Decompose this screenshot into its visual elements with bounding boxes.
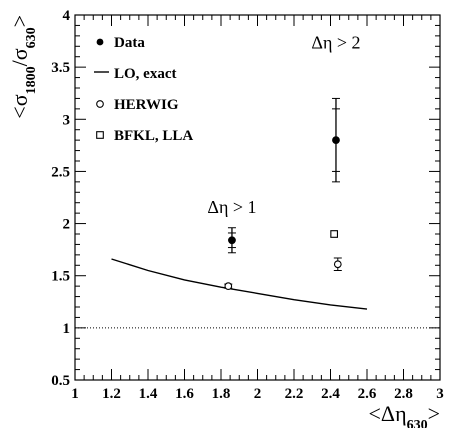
axis-titles: <Δη630><σ1800/σ630> xyxy=(7,15,440,428)
y-tick-label: 0.5 xyxy=(51,373,70,389)
x-tick-label: 2.2 xyxy=(285,386,304,402)
legend-label: LO, exact xyxy=(114,66,176,82)
x-tick-label: 1 xyxy=(71,386,79,402)
x-tick-label: 2.6 xyxy=(358,386,377,402)
x-tick-label: 1.8 xyxy=(212,386,231,402)
y-tick-label: 3 xyxy=(63,112,71,128)
x-axis-title: <Δη630> xyxy=(369,401,440,428)
y-axis-title-part: /σ xyxy=(7,48,32,66)
bfkl-point xyxy=(330,230,339,238)
y-axis-title-part: 630 xyxy=(24,27,39,48)
legend-marker-data xyxy=(96,38,104,46)
annotations: Δη > 1 Δη > 2 xyxy=(207,32,360,217)
y-tick-label: 1.5 xyxy=(51,269,70,285)
y-tick-label: 2 xyxy=(63,217,71,233)
y-tick-label: 2.5 xyxy=(51,164,70,180)
x-tick-label: 1.4 xyxy=(139,386,158,402)
y-tick-label: 3.5 xyxy=(51,60,70,76)
annotation-label: Δη > 2 xyxy=(311,32,360,52)
x-axis-title-part: > xyxy=(428,401,440,426)
y-axis-title: <σ1800/σ630> xyxy=(7,15,39,119)
herwig-point xyxy=(224,282,233,290)
herwig-point xyxy=(333,260,342,269)
axis-ticks: 1 1.2 1.4 1.6 1.8 2 2.2 2.4 2.6 2.8 30.511.522.533… xyxy=(51,8,444,402)
legend-marker-bfkl xyxy=(96,131,104,139)
x-tick-label: 1.2 xyxy=(102,386,121,402)
legend-label: HERWIG xyxy=(114,97,179,113)
y-axis-title-part: 1800 xyxy=(24,66,39,94)
data-point xyxy=(228,236,236,245)
y-tick-label: 1 xyxy=(63,321,71,337)
x-tick-label: 2.4 xyxy=(321,386,340,402)
annotation-label: Δη > 1 xyxy=(207,197,256,217)
plot-data xyxy=(75,97,440,329)
legend-marker-herwig xyxy=(96,100,104,108)
x-axis-title-part: 630 xyxy=(407,418,428,428)
x-tick-label: 2.8 xyxy=(394,386,413,402)
x-axis-title-part: <Δη xyxy=(369,401,407,426)
x-tick-label: 1.6 xyxy=(175,386,194,402)
data-point xyxy=(332,136,340,145)
legend: Data LO, exact HERWIG BFKL, LLA xyxy=(94,35,193,144)
x-tick-label: 3 xyxy=(436,386,444,402)
y-axis-title-part: <σ xyxy=(7,94,32,118)
legend-label: BFKL, LLA xyxy=(114,128,193,144)
y-tick-label: 4 xyxy=(63,8,71,24)
x-tick-label: 2 xyxy=(254,386,262,402)
y-axis-title-part: > xyxy=(7,15,32,27)
legend-label: Data xyxy=(114,35,145,51)
lo-exact-curve xyxy=(111,258,368,310)
